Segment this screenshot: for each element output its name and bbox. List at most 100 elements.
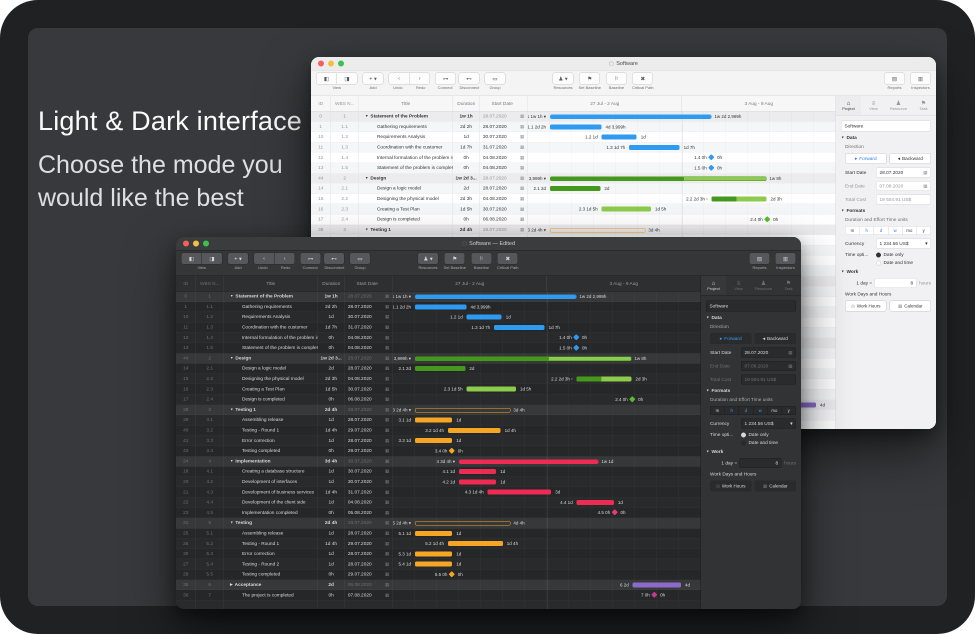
work-section-header[interactable]: ▼ Work [841,269,859,275]
toolbar-button-add[interactable]: + ▾ [227,252,249,265]
toolbar-button-critical-path[interactable]: ✖ [497,252,519,265]
calendar-icon[interactable]: ▦ [385,293,390,299]
disclosure-caret[interactable]: ▼ [229,356,234,360]
gantt-bar[interactable] [414,551,453,557]
calendar-icon[interactable]: ▦ [385,365,390,371]
table-row[interactable]: 17 2.4 Design is completed 0h 06.08.2020 ▦ 2.4… [311,214,836,225]
toolbar-button-inspectors[interactable]: ▥ [910,72,931,85]
toolbar-button-group[interactable]: ▭ [484,72,506,85]
table-row[interactable]: 10 1.2 Requirements Analysis 1d 30.07.2020 ▦ 1… [176,312,701,323]
window-titlebar[interactable]: ▢ Software — Edited [176,237,801,251]
work-section-header[interactable]: ▼ Work [706,449,724,455]
radio-option-date-and-time[interactable]: Date and time [876,260,913,266]
calendar-button[interactable]: ▦ Calendar [889,300,931,312]
calendar-icon[interactable]: ▦ [385,406,390,412]
calendar-icon[interactable]: ▦ [520,113,525,119]
calendar-icon[interactable]: ▦ [385,520,390,526]
calendar-icon[interactable]: ▦ [385,303,390,309]
calendar-icon[interactable]: ▦ [520,165,525,171]
tab-project[interactable]: ⌂ Project [701,276,726,295]
table-row[interactable]: 1 1.1 Gathering requirements 2d 2h 28.07.202… [176,301,701,313]
column-header-duration[interactable]: Duration [453,96,480,111]
minimize-button[interactable] [328,60,334,67]
calendar-icon[interactable]: ▦ [385,345,390,351]
unit-mo[interactable]: mo [767,406,782,415]
toolbar-button-resources[interactable]: ♟ ▾ [417,252,439,265]
disclosure-caret[interactable]: ▼ [229,459,234,463]
calendar-icon[interactable]: ▦ [385,396,390,402]
milestone-marker[interactable] [448,571,456,578]
formats-section-header[interactable]: ▼ Formats [706,388,731,394]
gantt-bar[interactable] [414,304,467,310]
gantt-bar[interactable] [549,176,767,181]
column-header-start-date[interactable]: Start Date [345,276,393,291]
calendar-icon[interactable]: ▦ [385,437,390,443]
unit-w[interactable]: w [753,406,768,415]
toolbar-button-disconnect[interactable]: ⊷ [458,72,480,85]
toolbar-button-resources[interactable]: ♟ ▾ [552,72,574,85]
gantt-bar[interactable] [414,366,466,372]
toolbar-button-set-baseline[interactable]: ⚑ [444,252,466,265]
tab-resource[interactable]: ♟ Resource [886,96,911,115]
table-row[interactable]: 10 1.2 Requirements Analysis 1d 30.07.2020 ▦ 1… [311,132,836,143]
close-button[interactable] [183,240,189,247]
tab-resource[interactable]: ♟ Resource [751,276,776,295]
calendar-icon[interactable]: ▦ [385,334,390,340]
tab-task[interactable]: ⚑ Task [776,276,801,295]
milestone-marker[interactable] [573,334,580,341]
calendar-icon[interactable]: ▦ [520,226,525,232]
calendar-icon[interactable]: ▦ [385,551,390,557]
tab-view[interactable]: ≡ View [726,276,751,295]
column-header-wbs-n[interactable]: WBS N... [331,96,359,111]
toolbar-button-baseline[interactable]: ⚐ [605,72,627,85]
toolbar-button-view[interactable]: ◨ [337,72,358,85]
milestone-marker[interactable] [573,344,580,351]
project-name-input[interactable]: Software [706,300,796,312]
milestone-marker[interactable] [651,591,658,599]
table-row[interactable]: 16 2.3 Creating a Test Plan 1d 5h 30.07.2020… [176,384,701,395]
table-row[interactable]: 14 2.1 Design a logic model 2d 28.07.2020 ▦ 2.… [176,363,701,374]
disclosure-caret[interactable]: ▼ [364,114,369,119]
currency-select[interactable]: 1 234.56 US$ ▾ [876,238,931,249]
gantt-bar[interactable] [576,376,632,382]
calendar-icon[interactable]: ▦ [520,175,525,181]
toolbar-button-reports[interactable]: ▤ [884,72,905,85]
table-row[interactable]: 15 2.2 Designing the physical model 2d 3h 04… [176,373,701,385]
table-row[interactable]: 11 1.3 Coordination with the customer 1d 7h… [176,322,701,333]
gantt-bar[interactable] [458,459,599,464]
unit-y[interactable]: y [781,406,796,415]
table-row[interactable]: 38 3 ▼ Testing 1 2d 4h 28.07.2020 ▦ 3 2d 4h ▾ 3d… [311,224,836,236]
table-row[interactable]: 12 1.4 Internal formulation of the problem… [176,332,701,343]
day-hours-input[interactable]: 8 [739,458,782,468]
toolbar-button-view[interactable]: ◧ [181,252,202,265]
calendar-icon[interactable]: ▦ [520,216,525,222]
milestone-marker[interactable] [708,154,715,161]
gantt-bar[interactable] [494,324,545,330]
calendar-icon[interactable]: ▦ [385,489,390,495]
calendar-icon[interactable]: ▦ [520,185,525,191]
milestone-marker[interactable] [708,164,715,171]
minimize-button[interactable] [193,240,199,247]
toolbar-button-baseline[interactable]: ⚐ [470,252,492,265]
window-titlebar[interactable]: ▢ Software [311,57,936,71]
gantt-bar[interactable] [414,356,632,361]
calendar-icon[interactable]: ▦ [385,386,390,392]
work-hours-button[interactable]: ◷ Work Hours [845,300,887,312]
calendar-icon[interactable]: ▦ [385,561,390,567]
backward-button[interactable]: ◂ Backward [889,153,931,164]
close-button[interactable] [318,60,324,67]
calendar-icon[interactable]: ▦ [385,540,390,546]
toolbar-button-critical-path[interactable]: ✖ [632,72,654,85]
calendar-icon[interactable]: ▦ [385,376,390,382]
forward-button[interactable]: ▸ Forward [845,153,887,164]
work-hours-button[interactable]: ◷ Work Hours [710,480,752,492]
calendar-icon[interactable]: ▦ [788,349,793,355]
